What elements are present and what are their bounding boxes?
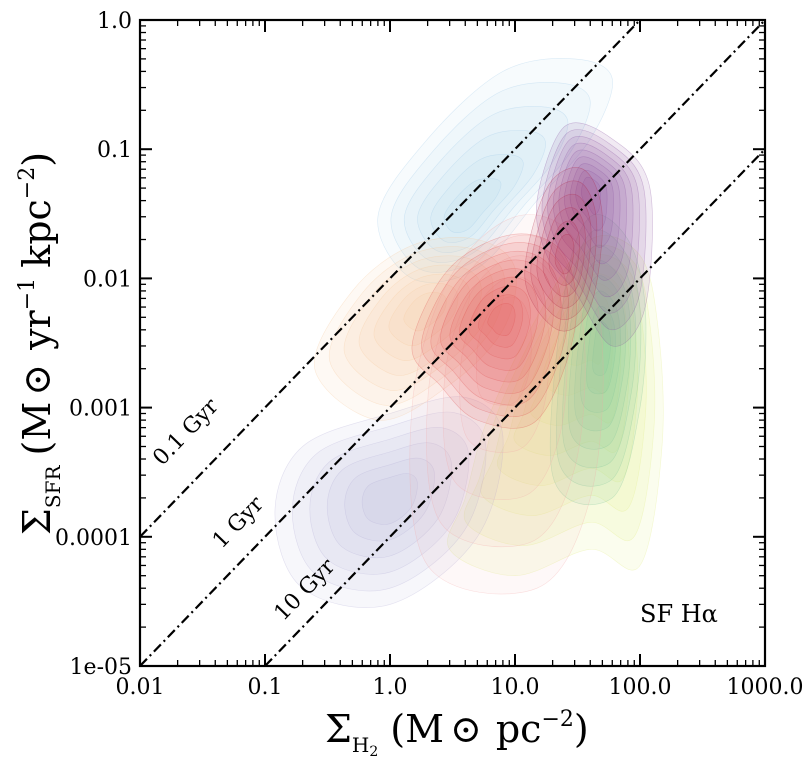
contour-series-purple bbox=[536, 122, 653, 347]
contour-series-peach bbox=[313, 237, 517, 421]
contour-level bbox=[463, 244, 656, 546]
panel-annotation: SF Hα bbox=[640, 600, 718, 628]
contour-level bbox=[404, 106, 569, 263]
contour-level bbox=[388, 282, 459, 347]
depletion-line bbox=[140, 20, 765, 666]
contour-series-lavender bbox=[274, 396, 504, 608]
contour-level bbox=[547, 135, 640, 314]
contour-series-pink bbox=[409, 214, 604, 595]
y-tick-label: 0.1 bbox=[97, 138, 132, 163]
x-tick-label: 10.0 bbox=[491, 675, 540, 700]
contour-level bbox=[426, 234, 586, 548]
y-tick-label: 1.0 bbox=[97, 9, 132, 34]
contour-level bbox=[536, 193, 592, 309]
contour-level bbox=[458, 277, 539, 371]
y-axis-title: ΣSFR(M⊙yr−1kpc−2) bbox=[15, 152, 65, 535]
contour-level bbox=[554, 233, 575, 275]
x-axis-title: ΣH2(M ⊙ pc−2) bbox=[325, 707, 589, 760]
contour-level bbox=[430, 154, 524, 243]
plot-frame bbox=[138, 18, 767, 668]
depletion-line-label: 0.1 Gyr bbox=[148, 394, 224, 471]
contour-level bbox=[403, 292, 447, 332]
contour-series-red bbox=[411, 233, 577, 429]
contour-level bbox=[449, 268, 547, 383]
contour-level bbox=[447, 235, 664, 577]
x-axis: 0.01 0.1 1.0 10.0 100.0 1000.0 bbox=[116, 20, 804, 700]
contour-level bbox=[536, 122, 653, 347]
contour-level bbox=[411, 233, 577, 429]
contour-level bbox=[558, 149, 627, 281]
x-tick-label: 1000.0 bbox=[727, 675, 804, 700]
contour-level bbox=[586, 305, 616, 395]
contour-level bbox=[468, 285, 531, 360]
contour-level bbox=[313, 237, 517, 421]
y-tick-label: 0.0001 bbox=[55, 526, 132, 551]
contour-series-dark-red bbox=[524, 167, 603, 332]
depletion-line bbox=[140, 20, 641, 539]
contour-level bbox=[563, 301, 605, 366]
y-tick-label: 0.01 bbox=[83, 267, 132, 292]
contour-level bbox=[417, 130, 546, 253]
contour-level bbox=[542, 207, 586, 298]
depletion-line bbox=[264, 147, 765, 666]
contour-level bbox=[443, 178, 502, 233]
contour-series-light-blue bbox=[377, 58, 613, 283]
contour-level bbox=[487, 303, 516, 337]
contour-level bbox=[552, 142, 634, 298]
contour-level bbox=[421, 242, 570, 418]
x-tick-label: 0.1 bbox=[248, 675, 283, 700]
contour-level bbox=[569, 163, 614, 248]
contour-level bbox=[574, 275, 626, 432]
contour-level bbox=[430, 250, 562, 406]
contour-level bbox=[556, 229, 642, 487]
contour-level bbox=[592, 321, 611, 376]
contour-level bbox=[274, 396, 504, 608]
contour-level bbox=[440, 259, 554, 394]
x-tick-label: 0.01 bbox=[116, 675, 165, 700]
contour-level bbox=[309, 427, 470, 575]
contour-level bbox=[377, 58, 613, 283]
contour-layer bbox=[274, 58, 664, 608]
contour-level bbox=[546, 292, 613, 396]
contour-series-green bbox=[549, 214, 647, 506]
contour-level bbox=[549, 214, 647, 506]
contour-level bbox=[480, 254, 647, 516]
contour-level bbox=[409, 214, 604, 595]
contour-level bbox=[541, 129, 647, 330]
x-tick-label: 1.0 bbox=[373, 675, 408, 700]
contour-level bbox=[476, 296, 532, 406]
depletion-line-label: 1 Gyr bbox=[208, 492, 269, 554]
contour-level bbox=[524, 167, 603, 332]
contour-level bbox=[530, 180, 598, 320]
contour-level bbox=[497, 263, 639, 486]
contour-level bbox=[328, 246, 506, 406]
contour-level bbox=[361, 473, 418, 525]
contour-level bbox=[459, 275, 550, 453]
contour-level bbox=[580, 290, 621, 413]
x-tick-label: 100.0 bbox=[609, 675, 672, 700]
contour-level bbox=[326, 442, 453, 559]
y-tick-label: 1e-05 bbox=[70, 655, 132, 680]
y-axis: 1e-05 0.0001 0.001 0.01 0.1 1.0 bbox=[55, 9, 765, 680]
contour-level bbox=[344, 457, 435, 542]
depletion-lines bbox=[140, 20, 765, 666]
y-tick-label: 0.001 bbox=[69, 397, 132, 422]
contour-level bbox=[442, 255, 568, 500]
contour-level bbox=[358, 264, 482, 376]
contour-level bbox=[373, 273, 470, 361]
contour-level bbox=[580, 176, 601, 215]
contour-level bbox=[291, 411, 487, 592]
contour-level bbox=[568, 260, 632, 450]
contour-level bbox=[564, 156, 621, 265]
contour-level bbox=[548, 220, 580, 286]
contour-level bbox=[390, 82, 591, 273]
contour-level bbox=[343, 255, 494, 391]
